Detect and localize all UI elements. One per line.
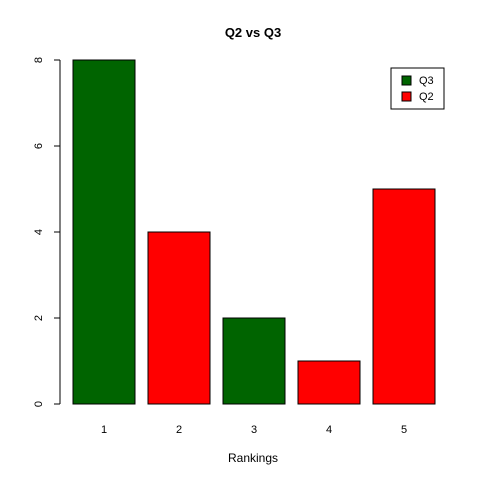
x-tick-labels: 1 2 3 4 5 bbox=[101, 424, 407, 436]
legend-label-q2: Q2 bbox=[419, 91, 434, 103]
y-tick-label: 0 bbox=[33, 401, 45, 407]
x-tick-label: 1 bbox=[101, 424, 107, 436]
y-tick-label: 8 bbox=[33, 57, 45, 63]
bar-4 bbox=[297, 360, 361, 405]
y-tick-label: 4 bbox=[33, 229, 45, 235]
bars-group bbox=[72, 59, 436, 405]
y-axis: 0 2 4 6 8 bbox=[33, 57, 61, 407]
bar-5 bbox=[372, 188, 436, 405]
bar-3 bbox=[222, 317, 286, 405]
bar-2 bbox=[147, 231, 211, 405]
y-tick-label: 2 bbox=[33, 315, 45, 321]
legend-swatch-q3 bbox=[401, 75, 412, 86]
legend-box bbox=[390, 67, 445, 110]
legend-label-q3: Q3 bbox=[419, 75, 434, 87]
bar-1 bbox=[72, 59, 136, 405]
legend-swatch-q2 bbox=[401, 91, 412, 102]
x-tick-label: 4 bbox=[326, 424, 332, 436]
x-axis-label: Rankings bbox=[228, 451, 278, 465]
x-tick-label: 2 bbox=[176, 424, 182, 436]
chart-title: Q2 vs Q3 bbox=[225, 25, 281, 40]
x-tick-label: 5 bbox=[401, 424, 407, 436]
x-tick-label: 3 bbox=[251, 424, 257, 436]
y-tick-label: 6 bbox=[33, 143, 45, 149]
